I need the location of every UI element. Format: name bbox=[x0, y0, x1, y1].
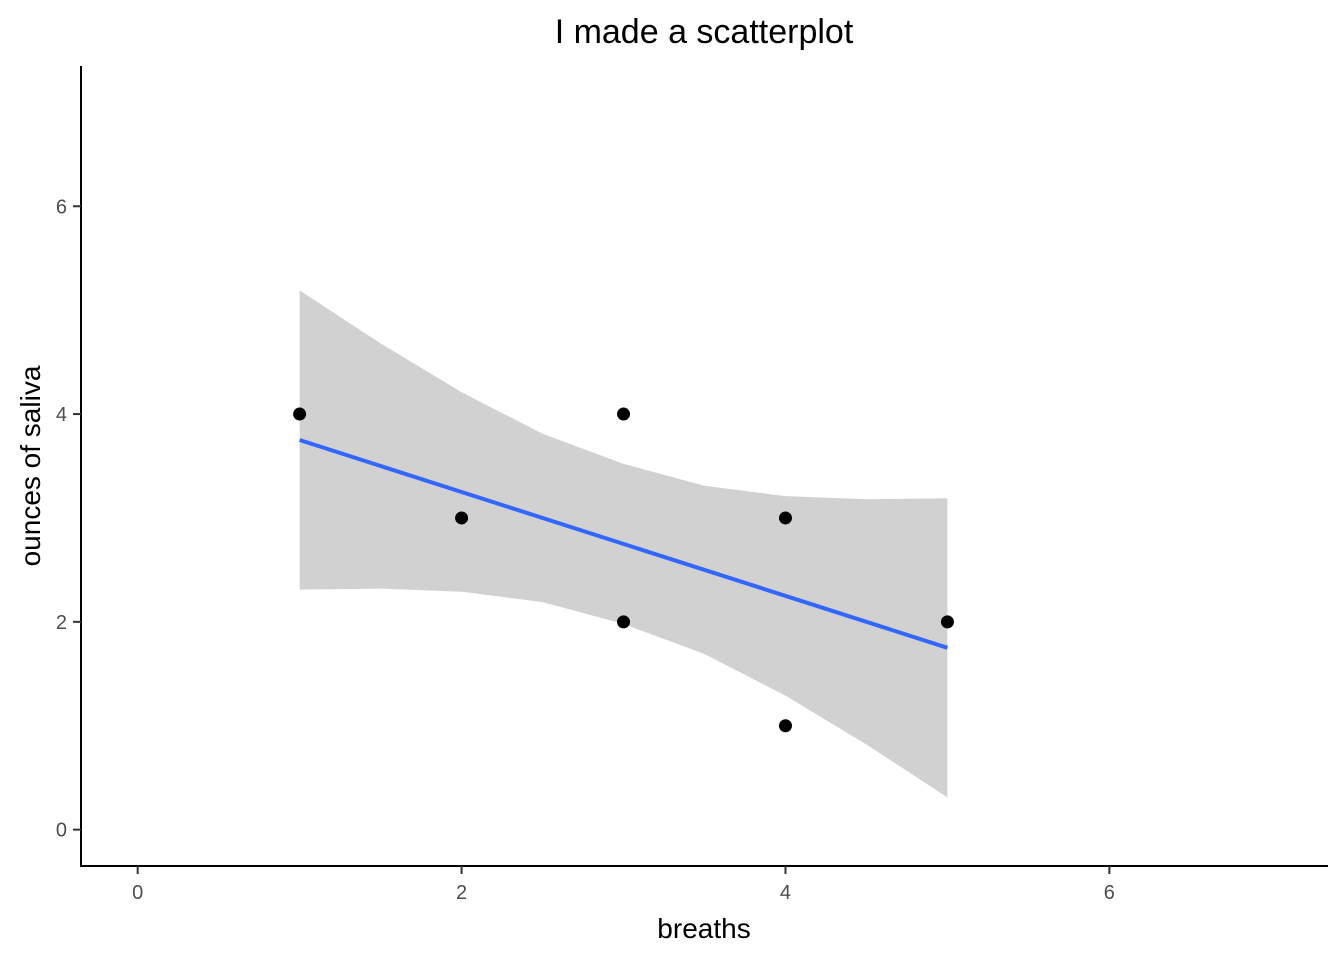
x-tick-label: 2 bbox=[456, 882, 467, 904]
y-tick-label: 4 bbox=[56, 404, 67, 426]
x-tick-label: 6 bbox=[1104, 882, 1115, 904]
data-point bbox=[455, 511, 469, 525]
x-axis-label: breaths bbox=[657, 913, 750, 944]
chart-title: I made a scatterplot bbox=[555, 13, 854, 51]
x-tick-label: 4 bbox=[780, 882, 791, 904]
regression-line bbox=[299, 438, 949, 650]
data-point bbox=[617, 407, 631, 421]
y-tick-label: 0 bbox=[56, 820, 67, 842]
y-ticks: 0 2 4 6 bbox=[56, 196, 81, 842]
x-tick-label: 0 bbox=[132, 882, 143, 904]
data-point bbox=[778, 511, 792, 525]
x-ticks: 0 2 4 6 bbox=[132, 866, 1115, 904]
y-tick-label: 2 bbox=[56, 612, 67, 634]
data-point bbox=[293, 407, 307, 421]
data-point bbox=[940, 615, 954, 629]
y-axis-label: ounces of saliva bbox=[15, 365, 46, 566]
y-tick-label: 6 bbox=[56, 196, 67, 218]
data-point bbox=[778, 719, 792, 733]
regression-line-layer bbox=[299, 438, 949, 650]
points-layer bbox=[293, 407, 954, 733]
data-point bbox=[617, 615, 631, 629]
